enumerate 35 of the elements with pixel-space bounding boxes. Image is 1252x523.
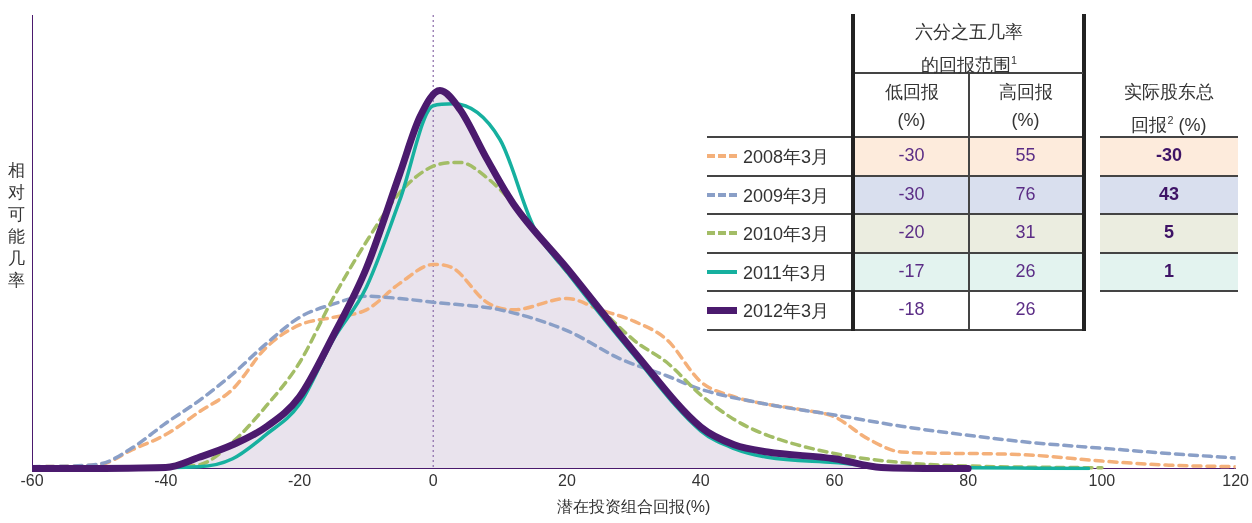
x-tick-label: -60 <box>20 471 44 489</box>
data-label: -30 <box>897 145 926 166</box>
x-tick-label: 0 <box>428 471 438 489</box>
data-label: -30 <box>897 183 926 205</box>
data-label: -30 <box>1155 145 1183 166</box>
y-tick-label: 2010年3月 <box>743 223 830 246</box>
data-label: 26 <box>1014 260 1037 282</box>
data-label: -20 <box>897 222 926 243</box>
x-tick-label: 60 <box>825 471 844 489</box>
x-tick-label: -20 <box>287 471 312 489</box>
y-tick-label: 2008年3月 <box>743 146 830 169</box>
data-label: 43 <box>1158 183 1180 205</box>
x-tick-label: 低回报 (%) <box>883 81 940 132</box>
x-tick-label: -40 <box>154 471 178 489</box>
data-label: 5 <box>1163 222 1175 243</box>
y-tick-label: 2012年3月 <box>743 300 830 323</box>
data-label: 76 <box>1014 183 1037 205</box>
data-label: -18 <box>897 299 926 320</box>
data-label: 1 <box>1163 260 1175 282</box>
x-tick-label: 80 <box>959 471 978 489</box>
x-tick-label: 高回报 (%) <box>997 81 1054 132</box>
data-label: 26 <box>1014 299 1037 320</box>
data-label: 31 <box>1014 222 1037 243</box>
chart-title: 六分之五几率的回报范围$^{1}$ <box>914 21 1024 77</box>
x-tick-label: 实际股东总回报$^{2}$ (%) <box>1123 81 1215 137</box>
x-tick-label: 120 <box>1222 471 1250 489</box>
x-tick-label: 100 <box>1088 471 1116 489</box>
x-tick-label: 20 <box>558 471 576 489</box>
y-axis-title: 相对可能几率 <box>7 160 25 292</box>
data-label: -17 <box>897 260 926 282</box>
x-axis-title: 潜在投资组合回报(%) <box>557 497 711 515</box>
y-tick-label: 2011年3月 <box>743 261 828 285</box>
data-label: 55 <box>1014 145 1037 166</box>
x-tick-label: 40 <box>691 471 710 489</box>
y-tick-label: 2009年3月 <box>743 184 830 208</box>
